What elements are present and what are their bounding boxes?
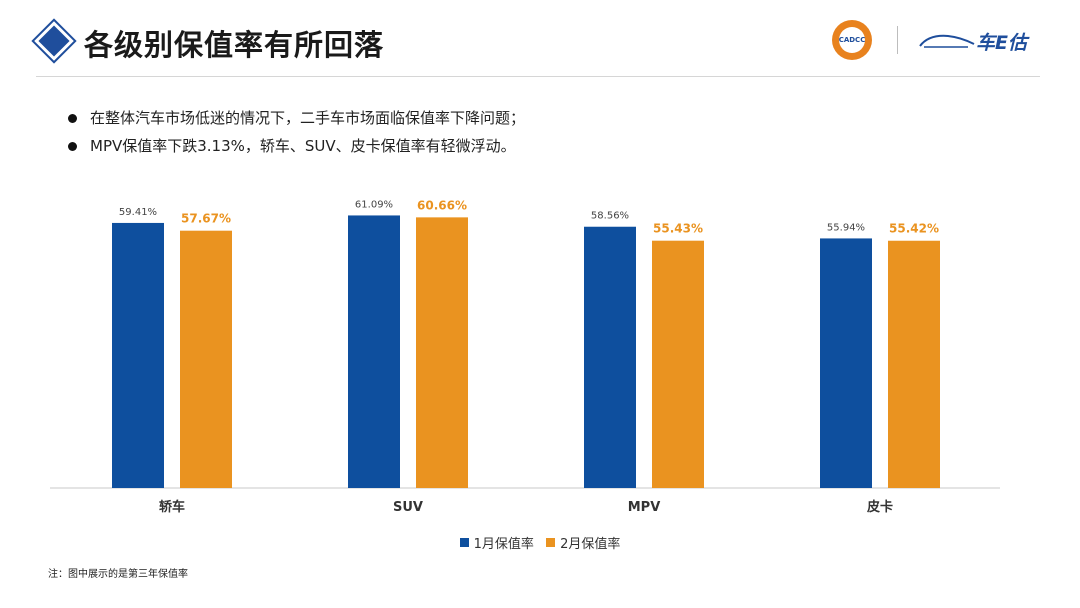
x-tick-label-1: SUV (393, 500, 423, 515)
data-label-jan-2: 58.56% (591, 211, 629, 222)
cadcc-logo: CADCC (832, 20, 872, 60)
title-diamond-icon (38, 25, 70, 57)
legend-label-jan: 1月保值率 (473, 537, 534, 552)
bar-feb-1 (416, 217, 468, 488)
data-label-feb-3: 55.42% (889, 222, 939, 236)
chart-legend: 1月保值率 2月保值率 (0, 533, 1080, 552)
bar-feb-2 (652, 240, 704, 488)
brand-logo-text: 车E估 (976, 32, 1027, 54)
bar-jan-3 (820, 238, 872, 488)
bullet-text: MPV保值率下跌3.13%，轿车、SUV、皮卡保值率有轻微浮动。 (90, 137, 516, 155)
bullet-list: 在整体汽车市场低迷的情况下，二手车市场面临保值率下降问题； MPV保值率下跌3.… (68, 104, 525, 160)
bar-chart: 59.41% 57.67% 轿车 61.09% 60.66% SUV 58.56% 55.43… (50, 198, 1000, 515)
x-tick-label-2: MPV (628, 500, 661, 515)
bar-jan-1 (348, 215, 400, 488)
x-tick-label-3: 皮卡 (866, 499, 893, 515)
logo-divider (897, 26, 898, 54)
legend-swatch-jan (459, 538, 469, 547)
page-title: 各级别保值率有所回落 (84, 28, 385, 62)
footnote: 注：图中展示的是第三年保值率 (48, 569, 188, 580)
bar-feb-0 (180, 230, 232, 489)
cadcc-logo-text: CADCC (839, 27, 865, 53)
header: 各级别保值率有所回落 CADCC 车E估 (0, 0, 1080, 80)
bullet-dot-icon (68, 142, 77, 151)
bullet-dot-icon (68, 114, 77, 123)
bullet-item: 在整体汽车市场低迷的情况下，二手车市场面临保值率下降问题； (68, 104, 525, 132)
header-divider (36, 76, 1040, 77)
data-label-feb-2: 55.43% (653, 222, 703, 236)
legend-swatch-feb (546, 538, 556, 547)
bar-jan-0 (112, 222, 164, 488)
bullet-text: 在整体汽车市场低迷的情况下，二手车市场面临保值率下降问题； (90, 109, 526, 127)
data-label-jan-3: 55.94% (827, 222, 865, 233)
legend-item-jan: 1月保值率 (459, 533, 534, 552)
data-label-jan-0: 59.41% (119, 207, 157, 218)
legend-item-feb: 2月保值率 (546, 533, 620, 552)
bar-feb-3 (888, 240, 940, 488)
car-outline-icon (919, 34, 975, 48)
bar-jan-2 (584, 226, 636, 488)
data-label-feb-1: 60.66% (417, 198, 467, 212)
bullet-item: MPV保值率下跌3.13%，轿车、SUV、皮卡保值率有轻微浮动。 (68, 132, 525, 160)
data-label-feb-0: 57.67% (181, 212, 231, 226)
legend-label-feb: 2月保值率 (560, 537, 621, 552)
data-label-jan-1: 61.09% (355, 199, 393, 210)
x-tick-label-0: 轿车 (159, 499, 185, 515)
